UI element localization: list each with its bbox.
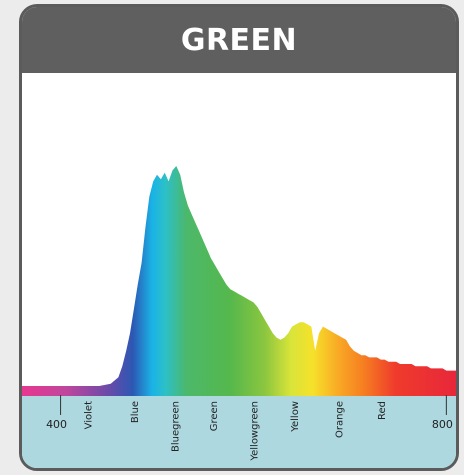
color-band-label: Green xyxy=(209,401,220,431)
color-band-label: Bluegreen xyxy=(170,401,181,452)
spectrum-card: GREEN 400 800 Violet Blu xyxy=(19,4,459,471)
color-band-label: Yellow xyxy=(290,401,301,433)
x-tick-label: 800 xyxy=(432,418,453,431)
x-tick-label: 400 xyxy=(46,418,67,431)
color-band-label: Red xyxy=(377,401,388,420)
color-band-label: Blue xyxy=(130,401,141,423)
spectrum-chart: 400 800 Violet Blue Bluegreen Green Yellowgree… xyxy=(22,166,456,468)
wavelength-band xyxy=(22,393,456,468)
card-header: GREEN xyxy=(22,7,456,73)
card-title: GREEN xyxy=(180,22,298,58)
color-band-label: Violet xyxy=(84,401,95,429)
spectrum-area xyxy=(22,166,456,396)
color-band-label: Yellowgreen xyxy=(250,401,261,462)
color-band-label: Orange xyxy=(334,401,345,438)
axis-marks: 400 800 Violet Blue Bluegreen Green Yellowgree… xyxy=(46,395,453,462)
